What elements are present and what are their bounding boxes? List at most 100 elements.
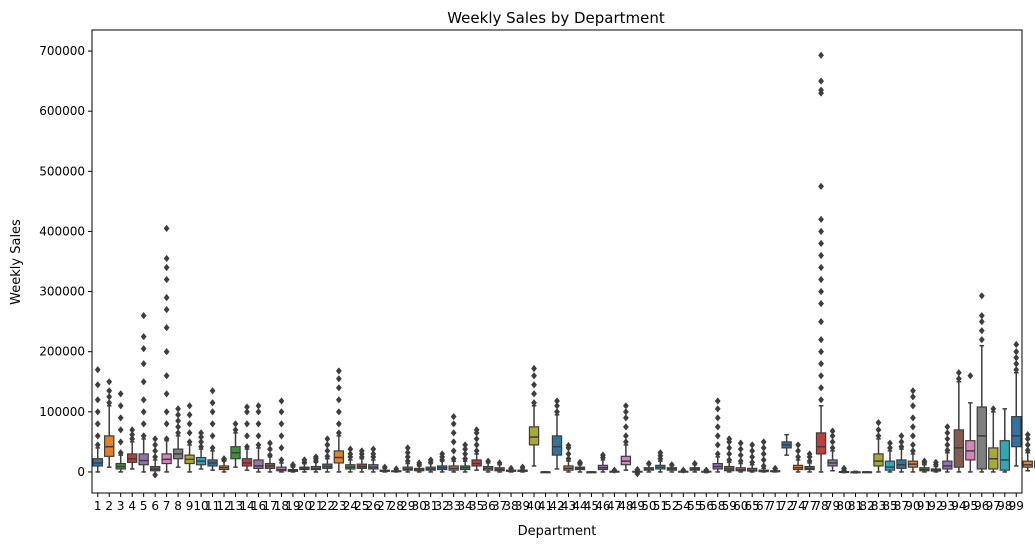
box-4 [126, 426, 138, 470]
outlier-point [806, 457, 813, 465]
outlier-point [140, 432, 147, 440]
outlier-point [129, 430, 136, 439]
x-tick-label: 20 [297, 499, 312, 513]
outlier-point [140, 344, 147, 353]
x-tick-label: 5 [140, 499, 148, 513]
outlier-point [117, 438, 124, 446]
x-tick-label: 78 [813, 499, 828, 513]
x-tick-label: 8 [174, 499, 182, 513]
box-33 [448, 412, 459, 473]
outlier-point [1013, 347, 1020, 356]
outlier-point [163, 305, 170, 314]
x-tick-label: 21 [308, 499, 323, 513]
outlier-point [209, 387, 216, 395]
outlier-point [577, 458, 583, 467]
outlier-point [450, 447, 457, 455]
x-tick-label: 77 [802, 499, 817, 513]
outlier-point [335, 375, 342, 383]
outlier-point [381, 463, 388, 471]
outlier-point [909, 402, 916, 410]
outlier-point [967, 372, 974, 380]
outlier-point [163, 263, 170, 272]
box-11 [207, 387, 218, 471]
x-tick-label: 94 [951, 499, 966, 513]
outlier-point [393, 465, 400, 473]
box-2 [104, 378, 115, 468]
outlier-point [335, 384, 342, 392]
outlier-point [163, 420, 170, 428]
box-42 [551, 397, 563, 470]
outlier-point [106, 387, 113, 395]
y-axis-label: Weekly Sales [9, 219, 24, 305]
x-tick-label: 87 [894, 499, 909, 513]
outlier-point [978, 335, 985, 344]
outlier-point [94, 396, 101, 404]
x-tick-label: 49 [630, 499, 645, 513]
box-58 [712, 397, 723, 473]
x-tick-label: 31 [423, 499, 438, 513]
box-39 [517, 463, 528, 473]
x-tick-label: 91 [917, 499, 932, 513]
box-29 [402, 444, 413, 473]
outlier-point [726, 435, 733, 443]
outlier-point [404, 457, 411, 465]
box-undefined [1022, 430, 1033, 472]
x-tick-label: 33 [446, 499, 461, 513]
outlier-point [909, 393, 916, 401]
outlier-point [772, 464, 779, 473]
box-16 [253, 402, 264, 473]
outlier-point [875, 432, 882, 440]
x-tick-label: 26 [366, 499, 381, 513]
outlier-point [278, 408, 285, 416]
outlier-point [944, 429, 951, 437]
outlier-point [554, 397, 560, 405]
outlier-point [818, 360, 825, 368]
outlier-point [932, 458, 939, 467]
x-tick-label: 71 [768, 499, 783, 513]
outlier-point [531, 399, 537, 407]
x-tick-label: 30 [412, 499, 427, 513]
outlier-point [473, 447, 480, 455]
box-38 [505, 464, 517, 473]
outlier-point [175, 429, 182, 437]
outlier-point [737, 445, 744, 453]
outlier-point [622, 414, 629, 422]
box-78 [815, 51, 827, 473]
outlier-point [186, 402, 193, 410]
outlier-point [818, 372, 825, 380]
outlier-point [875, 426, 882, 434]
outlier-point [255, 420, 262, 428]
outlier-point [278, 444, 285, 452]
x-tick-label: 83 [871, 499, 886, 513]
x-tick-label: 38 [503, 499, 518, 513]
box-82 [861, 471, 873, 474]
outlier-point [255, 432, 262, 440]
box-65 [746, 441, 758, 473]
outlier-point [818, 251, 825, 260]
box-47 [609, 466, 620, 474]
x-tick-label: 29 [400, 499, 415, 513]
outlier-point [1013, 354, 1020, 362]
x-tick-label: 60 [733, 499, 748, 513]
outlier-point [186, 429, 193, 437]
outlier-point [714, 397, 721, 405]
outlier-point [818, 335, 825, 344]
x-tick-label: 37 [492, 499, 507, 513]
x-tick-label: 74 [790, 499, 805, 513]
outlier-point [209, 408, 216, 416]
outlier-point [186, 438, 193, 446]
x-tick-label: 95 [963, 499, 978, 513]
outlier-point [909, 447, 916, 455]
x-tick-label: 92 [928, 499, 943, 513]
box-99 [1011, 340, 1022, 467]
box-74 [792, 441, 804, 473]
x-tick-label: 3 [117, 499, 125, 513]
x-tick-label: 46 [595, 499, 610, 513]
outlier-point [1024, 435, 1031, 443]
outlier-point [508, 464, 515, 473]
box-49 [632, 465, 643, 478]
box-30 [414, 459, 425, 473]
outlier-point [140, 360, 147, 368]
outlier-point [450, 438, 457, 446]
